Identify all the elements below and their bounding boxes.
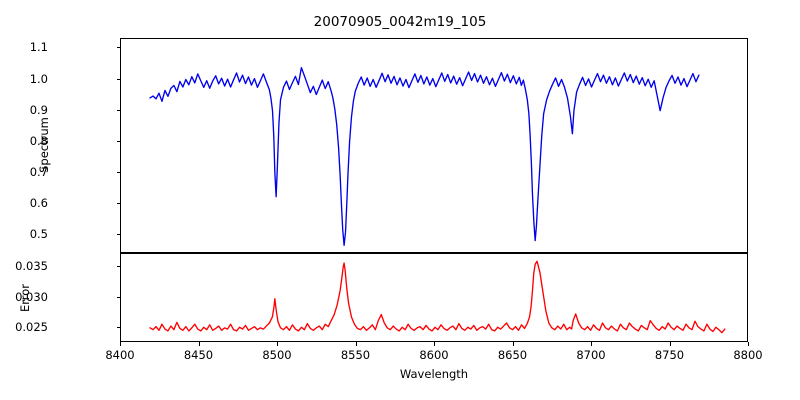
x-axis-label: Wavelength	[399, 367, 469, 381]
spectrum-y-tick-label: 1.1	[29, 40, 48, 55]
error-y-tick-label: 0.025	[15, 319, 48, 334]
error-data-line	[149, 260, 726, 334]
spectrum-y-tick-mark	[116, 78, 121, 80]
error-plot-panel	[120, 253, 748, 342]
spectrum-data-line	[149, 66, 700, 246]
page-title: 20070905_0042m19_105	[313, 14, 487, 30]
x-tick-mark	[669, 342, 671, 346]
spectrum-y-tick-mark	[116, 171, 121, 173]
spectrum-y-tick-label: 0.6	[29, 196, 48, 211]
spectrum-plot-panel	[120, 38, 748, 253]
x-tick-mark	[591, 342, 592, 346]
spectrum-y-tick-mark	[116, 203, 121, 205]
error-y-tick-mark	[116, 266, 121, 268]
x-tick-label: 8450	[183, 348, 214, 362]
spectrum-y-tick-mark	[116, 234, 121, 236]
x-tick-mark	[748, 342, 749, 346]
x-tick-mark	[434, 342, 435, 346]
x-tick-mark	[512, 342, 514, 346]
x-tick-label: 8500	[262, 348, 292, 362]
spectrum-y-tick-label: 0.8	[29, 133, 48, 148]
error-y-tick-mark	[116, 296, 121, 298]
x-tick-label: 8700	[576, 348, 606, 362]
x-tick-mark	[198, 342, 200, 346]
error-y-tick-mark	[116, 326, 121, 328]
spectrum-y-tick-label: 1.0	[29, 71, 48, 86]
x-tick-label: 8400	[105, 348, 135, 362]
x-tick-label: 8650	[497, 348, 528, 362]
spectrum-y-tick-label: 0.5	[29, 227, 48, 242]
spectrum-y-tick-mark	[116, 140, 121, 142]
x-tick-label: 8800	[733, 348, 763, 362]
error-y-tick-label: 0.035	[15, 259, 48, 274]
spectrum-y-tick-mark	[116, 109, 121, 111]
error-line-series	[149, 260, 726, 334]
x-tick-mark	[120, 342, 121, 346]
x-tick-mark	[277, 342, 278, 346]
x-tick-label: 8550	[340, 348, 371, 362]
x-tick-label: 8750	[654, 348, 685, 362]
error-y-tick-label: 0.030	[15, 289, 48, 304]
spectrum-y-tick-label: 0.9	[29, 102, 48, 117]
spectrum-y-tick-label: 0.7	[29, 164, 48, 179]
spectrum-line-series	[149, 66, 700, 246]
spectrum-y-tick-mark	[116, 47, 121, 49]
x-tick-mark	[355, 342, 357, 346]
x-tick-label: 8600	[419, 348, 449, 362]
